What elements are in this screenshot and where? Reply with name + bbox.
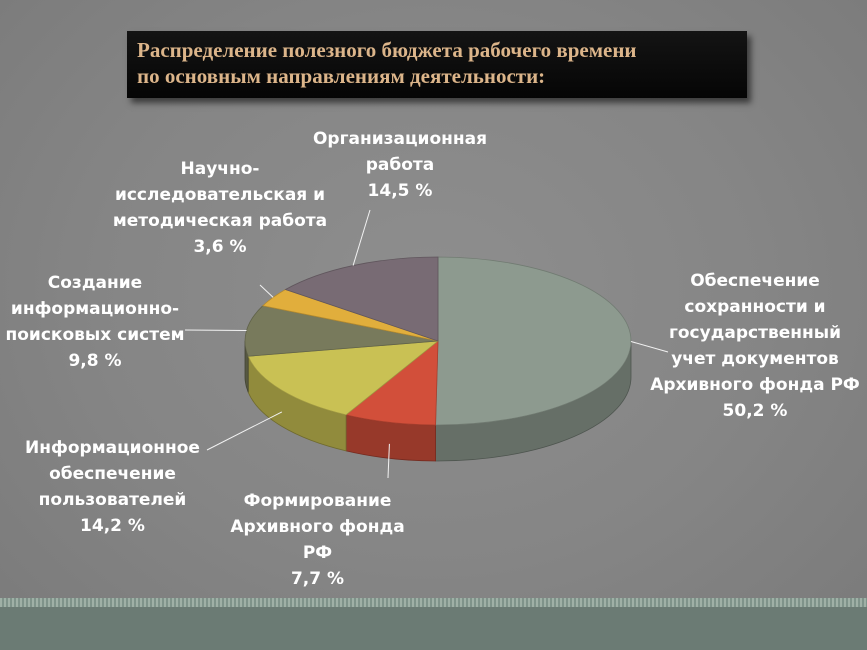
title-line-1: Распределение полезного бюджета рабочего…	[137, 38, 637, 62]
title-line-2: по основным направлениям деятельности:	[137, 64, 546, 88]
label-fund-forming-line-2: Архивного фонда	[230, 517, 405, 537]
label-research-line-2: исследовательская и	[114, 185, 326, 205]
slice-user-support	[247, 340, 440, 416]
label-user-support-line-2: обеспечение	[49, 464, 176, 484]
label-user-support-line-1: Информационное	[25, 438, 200, 458]
label-archive-fund-line-1: Обеспечение	[690, 271, 820, 291]
label-archive-fund-line-3: государственный	[668, 323, 842, 343]
slice-search-systems	[244, 305, 439, 357]
label-fund-forming-line-1: Формирование	[243, 491, 392, 511]
leader-organizational	[352, 209, 371, 266]
label-archive-fund-line-4: учет документов	[671, 349, 839, 369]
label-archive-fund-line-5: Архивного фонда РФ	[650, 375, 860, 395]
footer-stripe	[0, 598, 867, 607]
label-research-line-3: методическая работа	[112, 211, 328, 231]
label-organizational: Организационная работа 14,5 %	[280, 126, 520, 204]
footer-band	[0, 607, 867, 650]
label-research-line-1: Научно-	[180, 159, 260, 179]
label-archive-fund-line-2: сохранности и	[684, 297, 826, 317]
label-organizational-value: 14,5 %	[367, 181, 433, 201]
leader-fund-forming	[387, 443, 390, 479]
label-search-systems: Создание информационно- поисковых систем…	[0, 270, 190, 374]
leader-user-support	[206, 411, 283, 451]
label-search-systems-line-3: поисковых систем	[5, 325, 185, 345]
slice-archive-fund	[435, 256, 632, 426]
label-user-support-line-3: пользователей	[38, 490, 187, 510]
label-search-systems-line-2: информационно-	[10, 299, 180, 319]
label-search-systems-value: 9,8 %	[68, 351, 122, 371]
slice-organizational	[284, 256, 439, 342]
label-user-support: Информационное обеспечение пользователей…	[10, 435, 215, 539]
pie-sides	[244, 340, 632, 462]
slice-fund-forming	[345, 340, 439, 426]
leader-archive-fund	[630, 341, 669, 353]
pie-tops	[244, 256, 632, 426]
label-fund-forming-line-3: РФ	[302, 543, 333, 563]
label-research-value: 3,6 %	[193, 237, 247, 257]
label-fund-forming: Формирование Архивного фонда РФ 7,7 %	[215, 488, 420, 592]
leader-research	[259, 284, 274, 298]
leader-lines	[184, 209, 669, 479]
label-organizational-line-1: Организационная	[312, 129, 488, 149]
label-archive-fund: Обеспечение сохранности и государственны…	[645, 268, 865, 424]
label-archive-fund-value: 50,2 %	[722, 401, 788, 421]
label-user-support-value: 14,2 %	[80, 516, 145, 536]
title-box: Распределение полезного бюджета рабочего…	[127, 31, 747, 98]
label-fund-forming-value: 7,7 %	[290, 569, 345, 589]
label-organizational-line-2: работа	[365, 155, 435, 175]
label-search-systems-line-1: Создание	[47, 273, 143, 293]
label-research: Научно- исследовательская и методическая…	[100, 156, 340, 260]
